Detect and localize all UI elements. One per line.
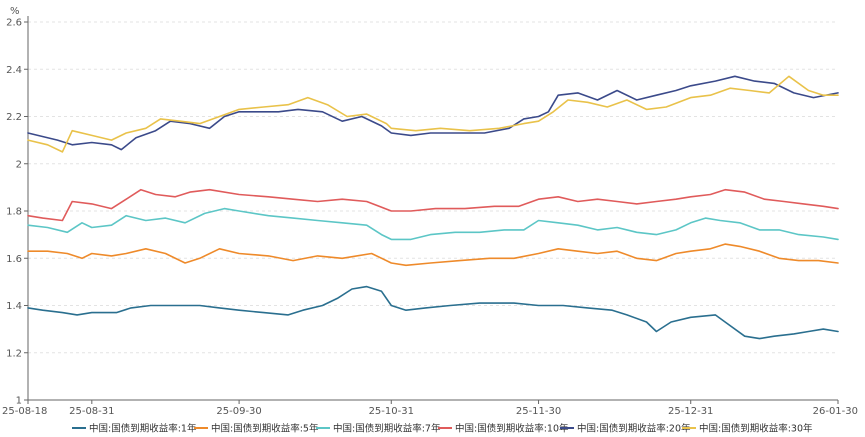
x-tick-label: 26-01-30 (813, 406, 858, 417)
x-tick-label: 25-10-31 (369, 406, 414, 417)
y-axis-ticks: 1 1.2 1.4 1.6 1.8 2 2.2 2.4 2.6 (6, 18, 28, 407)
y-tick-label: 1.2 (6, 348, 22, 359)
series-line-3 (27, 207, 839, 241)
series-line-5 (27, 75, 839, 151)
y-tick-label: 2.4 (6, 65, 22, 76)
y-tick-label: 2.6 (6, 18, 22, 29)
legend: 中国:国债到期收益率:1年 中国:国债到期收益率:5年 中国:国债到期收益率:7年 中… (72, 423, 813, 435)
legend-item-label: 中国:国债到期收益率:5年 (211, 423, 319, 435)
y-axis-unit-label: % (10, 6, 20, 17)
series-line-4 (27, 188, 839, 222)
y-tick-label: 2.2 (6, 112, 22, 123)
x-axis-ticks: 25-08-18 25-08-31 25-09-30 25-10-31 25-11-30… (2, 400, 858, 417)
y-tick-label: 1.4 (6, 301, 22, 312)
series-lines (27, 75, 839, 340)
series-line-2 (27, 243, 839, 267)
legend-item-label: 中国:国债到期收益率:30年 (699, 423, 813, 435)
gridlines (27, 16, 838, 401)
series-line-1 (27, 285, 839, 340)
legend-item-label: 中国:国债到期收益率:7年 (333, 423, 441, 435)
y-tick-label: 1 (16, 396, 22, 407)
x-tick-label: 25-08-31 (69, 406, 114, 417)
legend-item-label: 中国:国债到期收益率:20年 (577, 423, 691, 435)
y-tick-label: 2 (16, 159, 22, 170)
legend-item-label: 中国:国债到期收益率:10年 (455, 423, 569, 435)
y-tick-label: 1.6 (6, 254, 22, 265)
legend-item-label: 中国:国债到期收益率:1年 (89, 423, 197, 435)
x-tick-label: 25-12-31 (668, 406, 713, 417)
series-line-6 (27, 75, 839, 153)
x-tick-label: 25-09-30 (216, 406, 261, 417)
y-tick-label: 1.8 (6, 207, 22, 218)
x-tick-label: 25-11-30 (516, 406, 561, 417)
x-tick-label: 25-08-18 (2, 406, 47, 417)
